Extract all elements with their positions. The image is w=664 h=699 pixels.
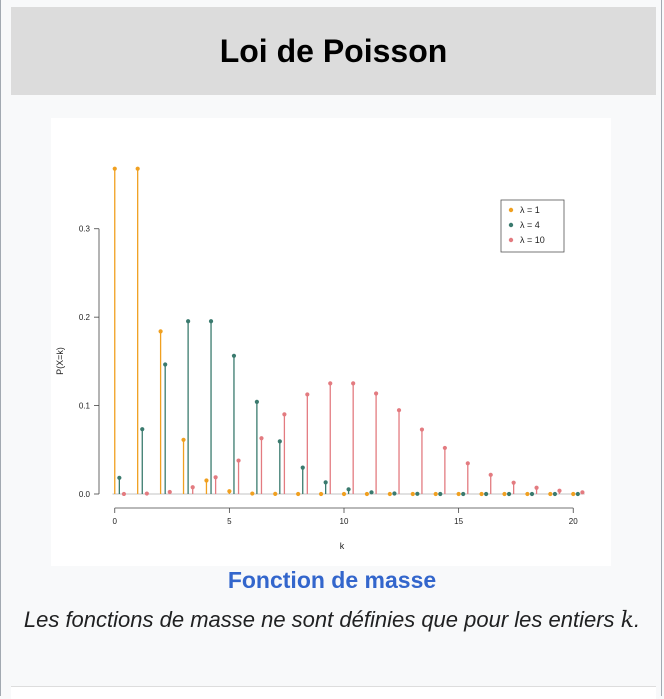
point-series-2 — [506, 491, 512, 497]
point-series-1 — [181, 437, 186, 442]
point-series-3 — [328, 381, 333, 386]
point-series-3 — [580, 490, 585, 495]
point-series-1 — [502, 491, 507, 497]
point-series-3 — [534, 485, 539, 490]
point-series-1 — [433, 491, 438, 497]
point-series-2 — [300, 465, 305, 470]
point-series-1 — [410, 491, 415, 497]
point-series-2 — [163, 362, 168, 367]
point-series-3 — [488, 472, 493, 477]
point-series-1 — [135, 166, 140, 171]
point-series-3 — [259, 436, 264, 441]
point-series-3 — [557, 488, 562, 493]
point-series-1 — [364, 491, 370, 497]
chart-marks — [112, 166, 585, 497]
point-series-3 — [396, 408, 402, 413]
x-tick-label: 15 — [454, 517, 463, 526]
point-series-3 — [351, 381, 356, 386]
point-series-1 — [158, 329, 163, 334]
point-series-1 — [273, 491, 278, 497]
y-tick-label: 0.1 — [79, 402, 91, 411]
point-series-3 — [419, 427, 425, 432]
point-series-2 — [438, 491, 443, 497]
point-series-1 — [456, 491, 461, 497]
point-series-1 — [250, 491, 255, 496]
point-series-1 — [296, 491, 301, 497]
caption-text-after: . — [634, 607, 641, 632]
legend-marker-series-2 — [508, 222, 514, 228]
y-axis-label: P(X=k) — [55, 347, 65, 375]
point-series-3 — [511, 480, 516, 485]
point-series-2 — [231, 353, 237, 358]
infobox-header: Loi de Poisson — [11, 7, 656, 95]
poisson-pmf-chart: 0 5 10 15 200.00.10.20.3 λ = 1λ = 4λ = 10 k … — [55, 166, 585, 551]
chart-legend: λ = 1 λ = 4 λ = 10 — [500, 199, 565, 253]
point-series-3 — [121, 491, 127, 497]
chart-axes: 0 5 10 15 20 0.0 0.1 0.2 0.3 — [79, 225, 585, 526]
point-series-3 — [305, 392, 310, 397]
caption-text-before: Les fonctions de masse ne sont définies … — [23, 607, 621, 632]
point-series-2 — [415, 491, 420, 496]
point-series-3 — [282, 412, 287, 417]
next-infobox-section — [11, 686, 656, 699]
point-series-2 — [117, 475, 122, 480]
point-series-3 — [167, 489, 172, 495]
x-tick-label: 0 — [113, 517, 118, 526]
point-series-1 — [571, 491, 576, 497]
point-series-2 — [186, 319, 191, 324]
x-axis-label: k — [340, 541, 345, 551]
point-series-2 — [208, 319, 214, 324]
legend-label-series-1: λ = 1 — [520, 205, 540, 215]
legend-label-series-2: λ = 4 — [520, 220, 540, 230]
point-series-2 — [575, 491, 580, 497]
point-series-3 — [373, 391, 379, 396]
point-series-1 — [112, 166, 117, 171]
point-series-2 — [529, 491, 535, 497]
x-tick-label: 10 — [340, 517, 349, 526]
point-series-3 — [144, 491, 149, 496]
x-tick-label: 20 — [569, 517, 578, 526]
point-series-2 — [552, 491, 558, 497]
caption-math-k: k — [620, 608, 635, 633]
point-series-3 — [236, 458, 241, 463]
point-series-3 — [213, 475, 218, 480]
point-series-2 — [254, 399, 259, 404]
point-series-2 — [484, 491, 489, 497]
point-series-1 — [318, 491, 324, 497]
caption-title: Fonction de masse — [227, 567, 437, 593]
legend-label-series-3: λ = 10 — [520, 235, 545, 245]
legend-marker-series-3 — [508, 237, 514, 243]
caption-text: Les fonctions de masse ne sont définies … — [20, 602, 644, 639]
point-series-2 — [346, 487, 351, 492]
point-series-2 — [461, 491, 466, 497]
y-tick-label: 0.0 — [79, 490, 91, 499]
point-series-1 — [479, 491, 484, 497]
point-series-2 — [277, 439, 282, 444]
point-series-1 — [227, 489, 232, 494]
point-series-1 — [525, 491, 530, 497]
point-series-1 — [204, 478, 209, 483]
point-series-2 — [369, 490, 374, 495]
point-series-2 — [323, 480, 328, 485]
page-title: Loi de Poisson — [219, 32, 448, 69]
point-series-1 — [548, 491, 553, 497]
point-series-3 — [442, 445, 447, 451]
point-series-2 — [392, 491, 397, 496]
legend-marker-series-1 — [508, 207, 514, 213]
point-series-3 — [190, 485, 195, 490]
point-series-2 — [140, 427, 145, 432]
point-series-3 — [465, 461, 470, 466]
point-series-1 — [387, 491, 392, 497]
y-tick-label: 0.2 — [79, 313, 91, 322]
x-tick-label: 5 — [227, 517, 232, 526]
point-series-1 — [341, 491, 347, 497]
y-tick-label: 0.3 — [79, 225, 91, 234]
